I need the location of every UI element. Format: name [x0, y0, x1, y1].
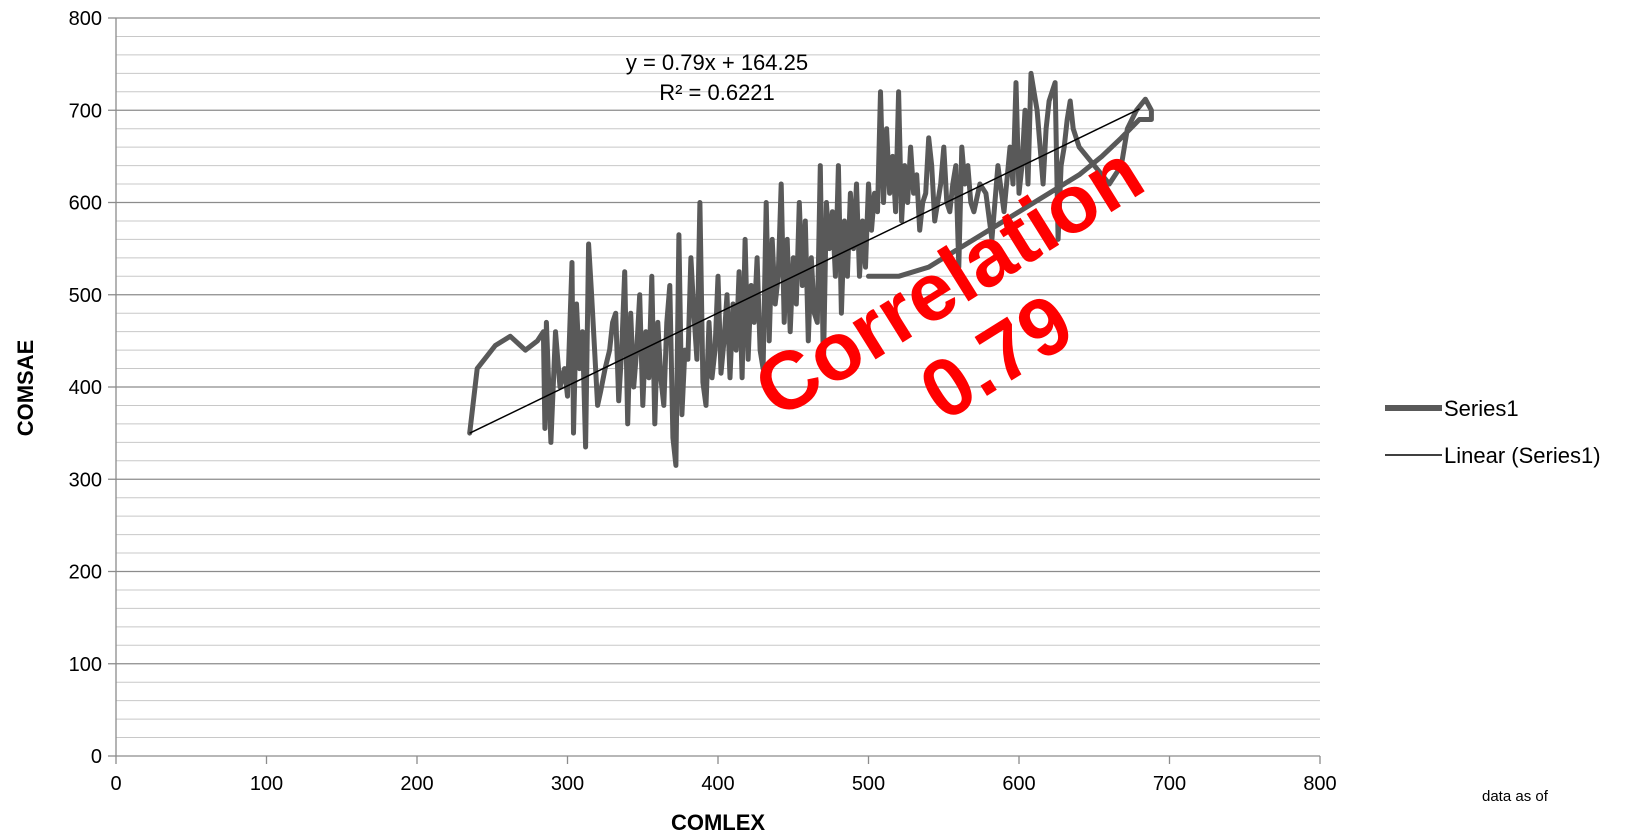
legend: Series1 Linear (Series1) [1385, 396, 1601, 468]
y-tick-label: 0 [91, 746, 102, 768]
x-tick-label: 200 [400, 773, 433, 795]
axes [108, 17, 1321, 764]
y-tick-label: 300 [69, 469, 102, 491]
y-axis-title: COMSAE [13, 340, 38, 437]
x-tick-label: 800 [1303, 773, 1336, 795]
legend-label-series1: Series1 [1444, 396, 1519, 421]
y-tick-label: 500 [69, 285, 102, 307]
y-tick-label: 600 [69, 193, 102, 215]
series-group [467, 70, 1154, 468]
x-tick-label: 100 [250, 773, 283, 795]
legend-label-linear: Linear (Series1) [1444, 443, 1601, 468]
trendline-equation: y = 0.79x + 164.25 [626, 50, 808, 75]
trendline-r-squared: R² = 0.6221 [659, 80, 775, 105]
x-tick-label: 300 [551, 773, 584, 795]
y-tick-label: 100 [69, 654, 102, 676]
footnote: data as of [1482, 788, 1549, 805]
x-tick-label: 700 [1153, 773, 1186, 795]
x-tick-label: 600 [1002, 773, 1035, 795]
y-tick-label: 400 [69, 377, 102, 399]
y-tick-label: 700 [69, 100, 102, 122]
y-tick-label: 800 [69, 8, 102, 30]
x-tick-label: 0 [110, 773, 121, 795]
trendline-group [469, 108, 1140, 434]
y-tick-label: 200 [69, 562, 102, 584]
x-tick-label: 500 [852, 773, 885, 795]
x-axis-title: COMLEX [671, 810, 765, 834]
tick-labels: 0 100 200 300 400 500 600 700 800 0 100 200 300 400 50… [69, 8, 1337, 795]
series-line-1 [467, 70, 1154, 468]
x-tick-label: 400 [701, 773, 734, 795]
trendline [469, 108, 1140, 434]
